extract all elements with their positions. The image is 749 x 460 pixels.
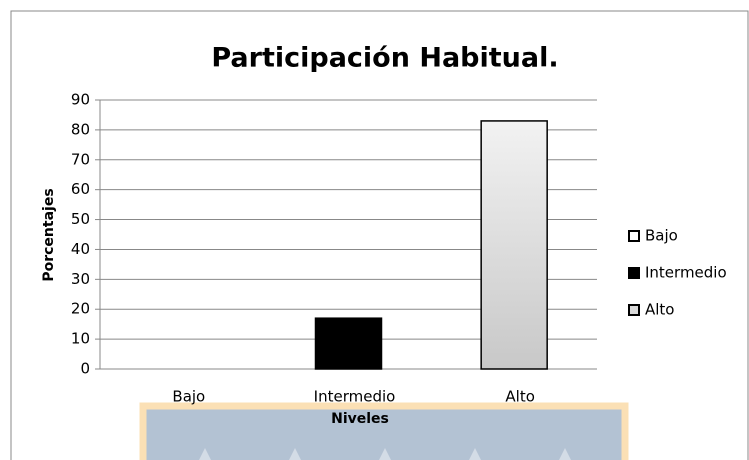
x-tick-label: Alto — [505, 388, 535, 406]
y-tick-label: 20 — [71, 300, 90, 318]
bar — [480, 120, 548, 370]
y-tick-label: 70 — [71, 150, 90, 168]
y-tick-label: 60 — [71, 180, 90, 198]
y-tick-label: 10 — [71, 330, 90, 348]
legend-swatch — [628, 267, 640, 279]
y-tick-label: 30 — [71, 270, 90, 288]
y-tick-label: 0 — [80, 360, 90, 378]
watermark — [199, 448, 571, 460]
y-tick-label: 50 — [71, 210, 90, 228]
chart-border — [10, 10, 749, 460]
y-tick-label: 90 — [71, 91, 90, 109]
bar — [314, 317, 383, 370]
x-tick-label: Intermedio — [314, 388, 396, 406]
legend-swatch — [628, 230, 640, 242]
x-axis-label: Niveles — [331, 411, 389, 427]
y-axis-label: Porcentajes — [41, 188, 57, 281]
legend-label: Bajo — [645, 227, 678, 245]
legend-label: Intermedio — [645, 264, 727, 282]
legend-swatch — [628, 304, 640, 316]
y-tick-label: 40 — [71, 240, 90, 258]
x-tick-label: Bajo — [172, 388, 205, 406]
chart-title: Participación Habitual. — [211, 43, 558, 74]
legend-label: Alto — [645, 301, 675, 319]
y-tick-label: 80 — [71, 120, 90, 138]
